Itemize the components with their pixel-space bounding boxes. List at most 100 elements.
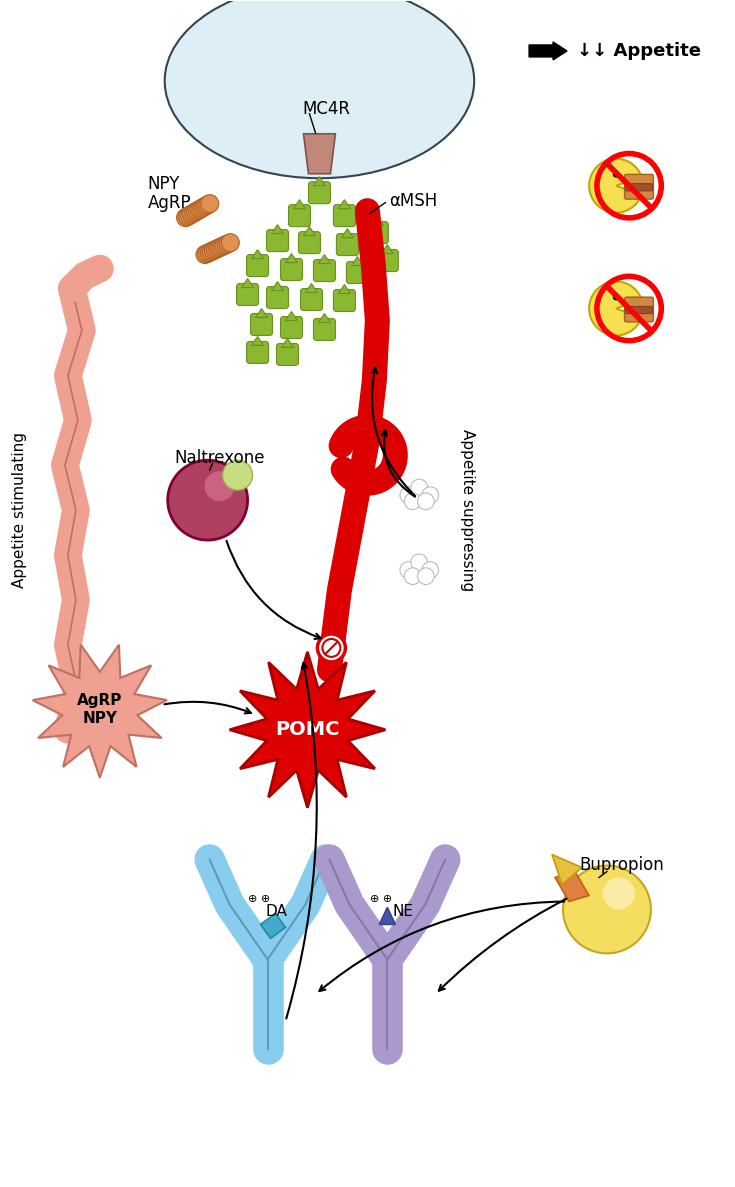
Circle shape: [204, 242, 223, 260]
Polygon shape: [338, 199, 351, 209]
Polygon shape: [555, 871, 589, 901]
Circle shape: [603, 877, 635, 909]
Circle shape: [422, 561, 439, 578]
Polygon shape: [552, 855, 582, 884]
Polygon shape: [285, 254, 298, 262]
Circle shape: [563, 865, 651, 953]
Polygon shape: [271, 224, 284, 234]
Circle shape: [179, 208, 196, 226]
Text: NPY: NPY: [148, 174, 180, 192]
FancyBboxPatch shape: [267, 286, 289, 309]
Circle shape: [411, 480, 428, 496]
FancyBboxPatch shape: [276, 343, 298, 366]
FancyBboxPatch shape: [625, 306, 653, 313]
Circle shape: [211, 239, 229, 256]
Circle shape: [181, 207, 198, 224]
Polygon shape: [313, 177, 326, 185]
FancyBboxPatch shape: [376, 249, 398, 272]
FancyBboxPatch shape: [337, 234, 359, 255]
Circle shape: [195, 198, 212, 216]
Polygon shape: [293, 199, 306, 209]
FancyBboxPatch shape: [301, 288, 323, 311]
Circle shape: [400, 487, 417, 503]
Circle shape: [182, 205, 201, 223]
Circle shape: [223, 461, 253, 490]
Text: ⊕ ⊕: ⊕ ⊕: [248, 895, 270, 904]
Circle shape: [198, 245, 216, 262]
FancyBboxPatch shape: [298, 231, 320, 254]
Text: Appetite suppressing: Appetite suppressing: [459, 429, 475, 591]
FancyBboxPatch shape: [625, 186, 653, 199]
Circle shape: [417, 567, 434, 584]
Circle shape: [417, 493, 434, 509]
Text: AgRP: AgRP: [148, 193, 191, 211]
Circle shape: [196, 246, 214, 264]
Circle shape: [404, 493, 421, 509]
FancyBboxPatch shape: [289, 204, 310, 227]
Polygon shape: [304, 134, 335, 173]
Text: POMC: POMC: [275, 721, 340, 740]
Polygon shape: [381, 245, 393, 254]
Circle shape: [404, 567, 421, 584]
Polygon shape: [271, 281, 284, 291]
FancyBboxPatch shape: [246, 342, 268, 363]
Circle shape: [207, 241, 224, 259]
FancyBboxPatch shape: [246, 254, 268, 277]
Polygon shape: [242, 279, 254, 287]
FancyArrow shape: [529, 42, 567, 59]
Circle shape: [202, 242, 220, 260]
Circle shape: [422, 487, 439, 503]
Text: DA: DA: [265, 904, 287, 919]
Text: NE: NE: [392, 904, 413, 919]
FancyBboxPatch shape: [237, 284, 259, 305]
Text: Appetite stimulating: Appetite stimulating: [12, 432, 27, 588]
FancyBboxPatch shape: [309, 182, 331, 204]
FancyBboxPatch shape: [313, 260, 335, 281]
Polygon shape: [251, 336, 264, 345]
Polygon shape: [32, 645, 167, 777]
FancyBboxPatch shape: [625, 184, 653, 191]
FancyBboxPatch shape: [313, 318, 335, 341]
Text: MC4R: MC4R: [303, 100, 351, 118]
Circle shape: [221, 234, 240, 252]
Circle shape: [184, 204, 203, 222]
Ellipse shape: [165, 0, 474, 178]
Polygon shape: [285, 311, 298, 320]
Polygon shape: [304, 227, 315, 236]
Text: αMSH: αMSH: [390, 191, 437, 210]
Polygon shape: [306, 284, 318, 292]
Wedge shape: [589, 159, 642, 212]
Polygon shape: [251, 249, 264, 259]
Circle shape: [318, 634, 345, 662]
Circle shape: [193, 199, 211, 217]
Text: ⊕ ⊕: ⊕ ⊕: [370, 895, 392, 904]
Text: Naltrexone: Naltrexone: [174, 449, 265, 468]
FancyBboxPatch shape: [346, 261, 368, 284]
FancyBboxPatch shape: [366, 222, 388, 243]
Polygon shape: [371, 217, 384, 226]
FancyBboxPatch shape: [281, 317, 303, 338]
FancyBboxPatch shape: [625, 174, 653, 188]
FancyBboxPatch shape: [334, 290, 356, 311]
Polygon shape: [351, 256, 363, 266]
FancyBboxPatch shape: [281, 259, 303, 280]
Text: ↓↓ Appetite: ↓↓ Appetite: [577, 42, 701, 59]
Circle shape: [213, 237, 231, 255]
Circle shape: [189, 202, 207, 220]
Circle shape: [187, 203, 204, 221]
Circle shape: [198, 196, 217, 214]
Polygon shape: [338, 285, 351, 293]
Wedge shape: [589, 281, 642, 336]
Circle shape: [190, 201, 209, 218]
Circle shape: [204, 471, 234, 501]
FancyBboxPatch shape: [267, 229, 289, 252]
Text: NPY: NPY: [82, 711, 118, 726]
Circle shape: [411, 554, 428, 571]
Circle shape: [215, 236, 233, 255]
FancyBboxPatch shape: [251, 313, 273, 336]
Circle shape: [400, 561, 417, 578]
Circle shape: [219, 235, 237, 253]
Polygon shape: [342, 229, 354, 237]
Circle shape: [168, 461, 248, 540]
Circle shape: [613, 171, 620, 178]
